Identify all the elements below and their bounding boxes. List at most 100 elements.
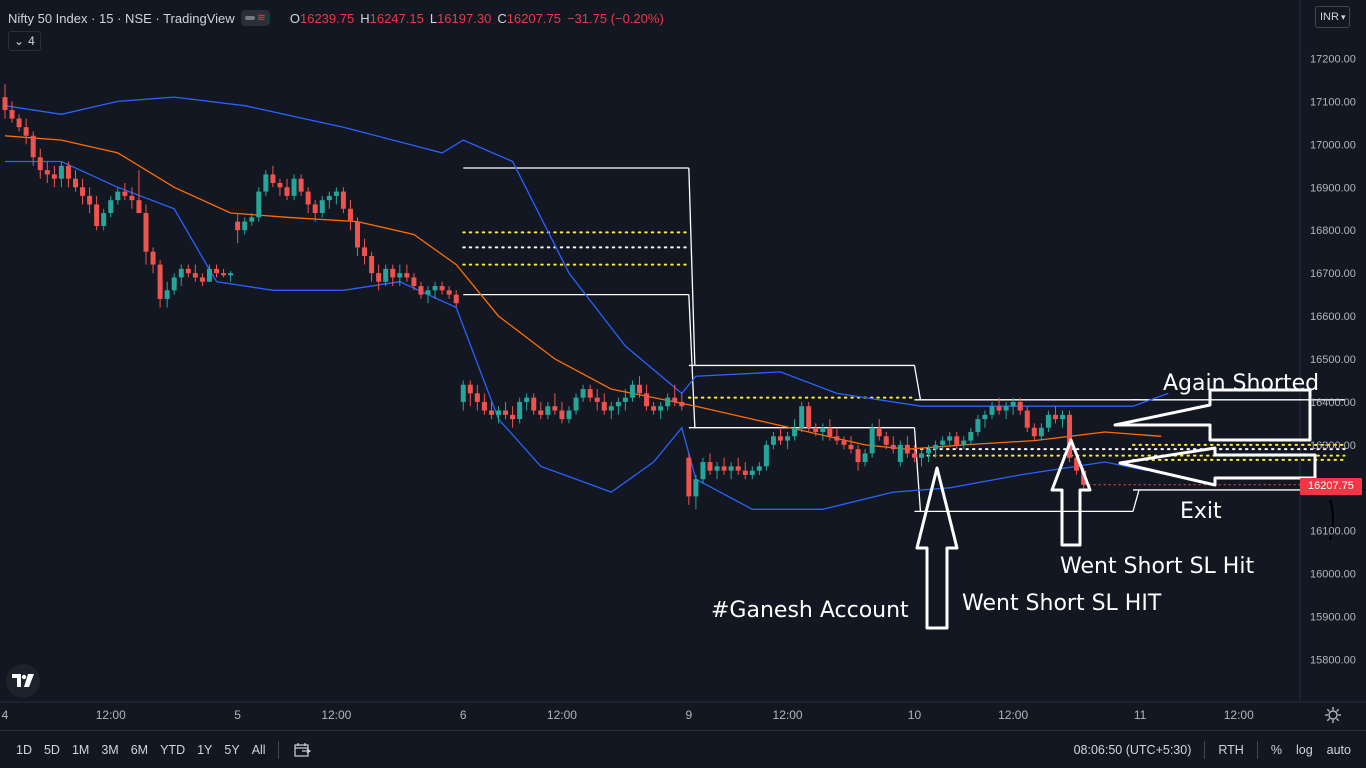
candle-down: [150, 251, 156, 265]
candle-up: [982, 414, 988, 420]
candle-up: [432, 286, 438, 291]
candle-down: [94, 204, 100, 226]
time-tick-label: 11: [1134, 708, 1147, 722]
candle-down: [80, 187, 86, 196]
candle-down: [129, 195, 135, 201]
candle-up: [700, 462, 706, 480]
candle-down: [531, 397, 537, 411]
high-label: H: [360, 10, 370, 26]
indicator-count: 4: [28, 34, 35, 48]
candle-down: [122, 191, 128, 196]
candle-down: [312, 204, 318, 214]
low-label: L: [429, 10, 438, 26]
candle-down: [1052, 414, 1058, 420]
candle-up: [749, 470, 755, 475]
calendar-icon: [293, 742, 311, 757]
price-tick-label: 16700.00: [1310, 268, 1356, 280]
range-5d[interactable]: 5D: [43, 742, 60, 757]
currency-selector[interactable]: INR ▾: [1315, 6, 1351, 28]
candle-up: [919, 453, 924, 458]
candle-up: [862, 453, 868, 463]
candle-up: [608, 406, 614, 411]
candle-down: [185, 268, 191, 274]
candle-up: [242, 221, 248, 231]
market-status-icon: ≋: [256, 12, 266, 24]
chart-legend: Nifty 50 Index · 15 · NSE · TradingView …: [8, 8, 664, 28]
candle-up: [496, 410, 501, 415]
candle-up: [101, 213, 107, 226]
cpr-step-connector: [688, 167, 696, 366]
time-tick-label: 5: [234, 708, 241, 722]
candle-up: [763, 444, 769, 467]
candle-up: [580, 389, 586, 398]
range-6m[interactable]: 6M: [130, 742, 149, 757]
candle-down: [876, 427, 882, 437]
price-tick-label: 16000.00: [1310, 569, 1356, 581]
candle-up: [164, 290, 170, 299]
clock-timezone[interactable]: 08:06:50 (UTC+5:30): [1073, 742, 1192, 757]
candle-up: [940, 440, 946, 445]
candle-up: [58, 165, 64, 179]
candle-down: [806, 406, 812, 428]
candle-down: [143, 213, 149, 252]
candle-up: [326, 195, 332, 201]
indicators-collapse-button[interactable]: ⌄ 4: [8, 31, 41, 51]
candle-down: [277, 182, 283, 188]
candle-up: [566, 410, 572, 420]
candle-down: [1067, 414, 1073, 458]
price-tick-label: 17000.00: [1310, 139, 1356, 151]
price-chart[interactable]: Again Shorted Exit Went Short SL Hit Went S…: [0, 0, 1366, 730]
candle-down: [735, 466, 741, 471]
range-all[interactable]: All: [251, 742, 266, 757]
candle-up: [947, 436, 953, 441]
candle-down: [390, 268, 396, 278]
bottom-toolbar: 1D 5D 1M 3M 6M YTD 1Y 5Y All 08:06:50 (U…: [0, 730, 1366, 768]
price-tick-label: 16600.00: [1310, 311, 1356, 323]
cpr-step-connector: [913, 365, 922, 400]
candle-down: [672, 397, 678, 402]
range-5y[interactable]: 5Y: [224, 742, 240, 757]
visibility-toggle[interactable]: ≋: [240, 10, 270, 26]
annotation-went-short-sl-hit: Went Short SL Hit: [1060, 554, 1254, 579]
gear-icon[interactable]: [1324, 706, 1342, 724]
go-to-date-button[interactable]: [287, 742, 317, 758]
candle-down: [1017, 401, 1023, 411]
candle-down: [594, 397, 600, 402]
candle-down: [2, 97, 8, 111]
candle-up: [869, 427, 875, 454]
tradingview-logo[interactable]: [6, 664, 40, 698]
candle-down: [834, 436, 840, 441]
candle-down: [954, 436, 960, 445]
symbol-title[interactable]: Nifty 50 Index · 15 · NSE · TradingView: [8, 10, 235, 26]
eye-icon: [244, 16, 255, 20]
candle-up: [665, 397, 671, 407]
percent-scale-toggle[interactable]: %: [1270, 742, 1282, 757]
candle-down: [221, 273, 227, 276]
candle-down: [199, 277, 205, 282]
candle-up: [658, 406, 664, 411]
range-1d[interactable]: 1D: [16, 742, 32, 757]
range-1y[interactable]: 1Y: [197, 742, 213, 757]
price-tick-label: 15900.00: [1310, 612, 1356, 624]
annotation-again-shorted: Again Shorted: [1163, 371, 1319, 396]
candle-down: [721, 466, 727, 471]
time-tick-label: 12:00: [321, 708, 351, 722]
auto-scale-toggle[interactable]: auto: [1326, 742, 1351, 757]
chevron-down-icon: ⌄: [14, 34, 25, 48]
candle-down: [453, 294, 459, 304]
range-ytd[interactable]: YTD: [160, 742, 186, 757]
candle-down: [65, 165, 71, 179]
candle-up: [171, 277, 177, 291]
range-3m[interactable]: 3M: [101, 742, 119, 757]
candle-down: [404, 273, 410, 278]
time-tick-label: 6: [460, 708, 467, 722]
time-tick-label: 10: [908, 708, 922, 722]
candle-down: [73, 178, 78, 188]
session-toggle[interactable]: RTH: [1218, 742, 1244, 757]
candle-down: [827, 427, 833, 437]
log-scale-toggle[interactable]: log: [1295, 742, 1313, 757]
candle-down: [1024, 410, 1030, 428]
candle-down: [284, 187, 290, 196]
candle-up: [897, 444, 903, 463]
range-1m[interactable]: 1M: [71, 742, 90, 757]
